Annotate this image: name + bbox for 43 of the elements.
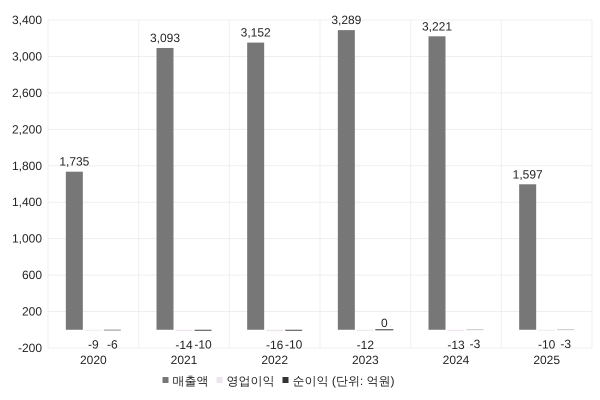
data-label: -10: [538, 338, 556, 352]
data-label: 3,152: [240, 26, 272, 40]
data-label: -9: [88, 338, 99, 352]
y-tick-label: 200: [22, 304, 42, 319]
data-label: -16: [266, 338, 284, 352]
data-label: -3: [470, 337, 481, 352]
data-label: -6: [106, 337, 118, 352]
y-tick-label: 3,000: [12, 49, 42, 64]
y-tick-label: 3,400: [12, 13, 42, 27]
x-tick-label: 2023: [352, 353, 380, 367]
legend-label: 영업이익: [226, 374, 274, 388]
legend-label: 매출액: [172, 374, 208, 388]
data-label: -14: [175, 338, 193, 352]
y-tick-label: 2,200: [12, 122, 42, 136]
y-tick-label: 1,400: [12, 195, 42, 210]
bar: [338, 30, 355, 330]
data-label: -12: [356, 338, 374, 352]
data-label: 0: [380, 316, 388, 330]
data-label: 3,093: [150, 30, 180, 45]
data-label: -10: [284, 338, 303, 352]
data-label: 3,221: [422, 19, 452, 34]
data-label: -10: [194, 338, 212, 352]
bar: [428, 36, 446, 330]
y-tick-label: 1,000: [12, 232, 42, 246]
x-tick-label: 2021: [170, 353, 198, 367]
x-tick-label: 2024: [442, 353, 470, 367]
bar: [519, 184, 536, 330]
bar: [247, 42, 264, 330]
y-tick-label: 2,600: [12, 86, 42, 100]
data-label: 3,289: [331, 13, 362, 28]
data-label: -3: [560, 337, 572, 352]
data-label: 1,597: [512, 167, 544, 182]
x-tick-label: 2025: [533, 353, 560, 367]
y-tick-label: 600: [22, 268, 42, 282]
bar: [66, 172, 83, 330]
x-tick-label: 2022: [261, 353, 288, 367]
x-tick-label: 2020: [80, 353, 108, 367]
y-tick-label: 1,800: [12, 158, 42, 173]
bar: [156, 48, 174, 330]
data-label: -13: [447, 338, 465, 352]
y-tick-label: -200: [18, 341, 42, 355]
data-label: 1,735: [59, 154, 90, 169]
legend-label: 순이익 (단위: 억원): [292, 374, 394, 388]
